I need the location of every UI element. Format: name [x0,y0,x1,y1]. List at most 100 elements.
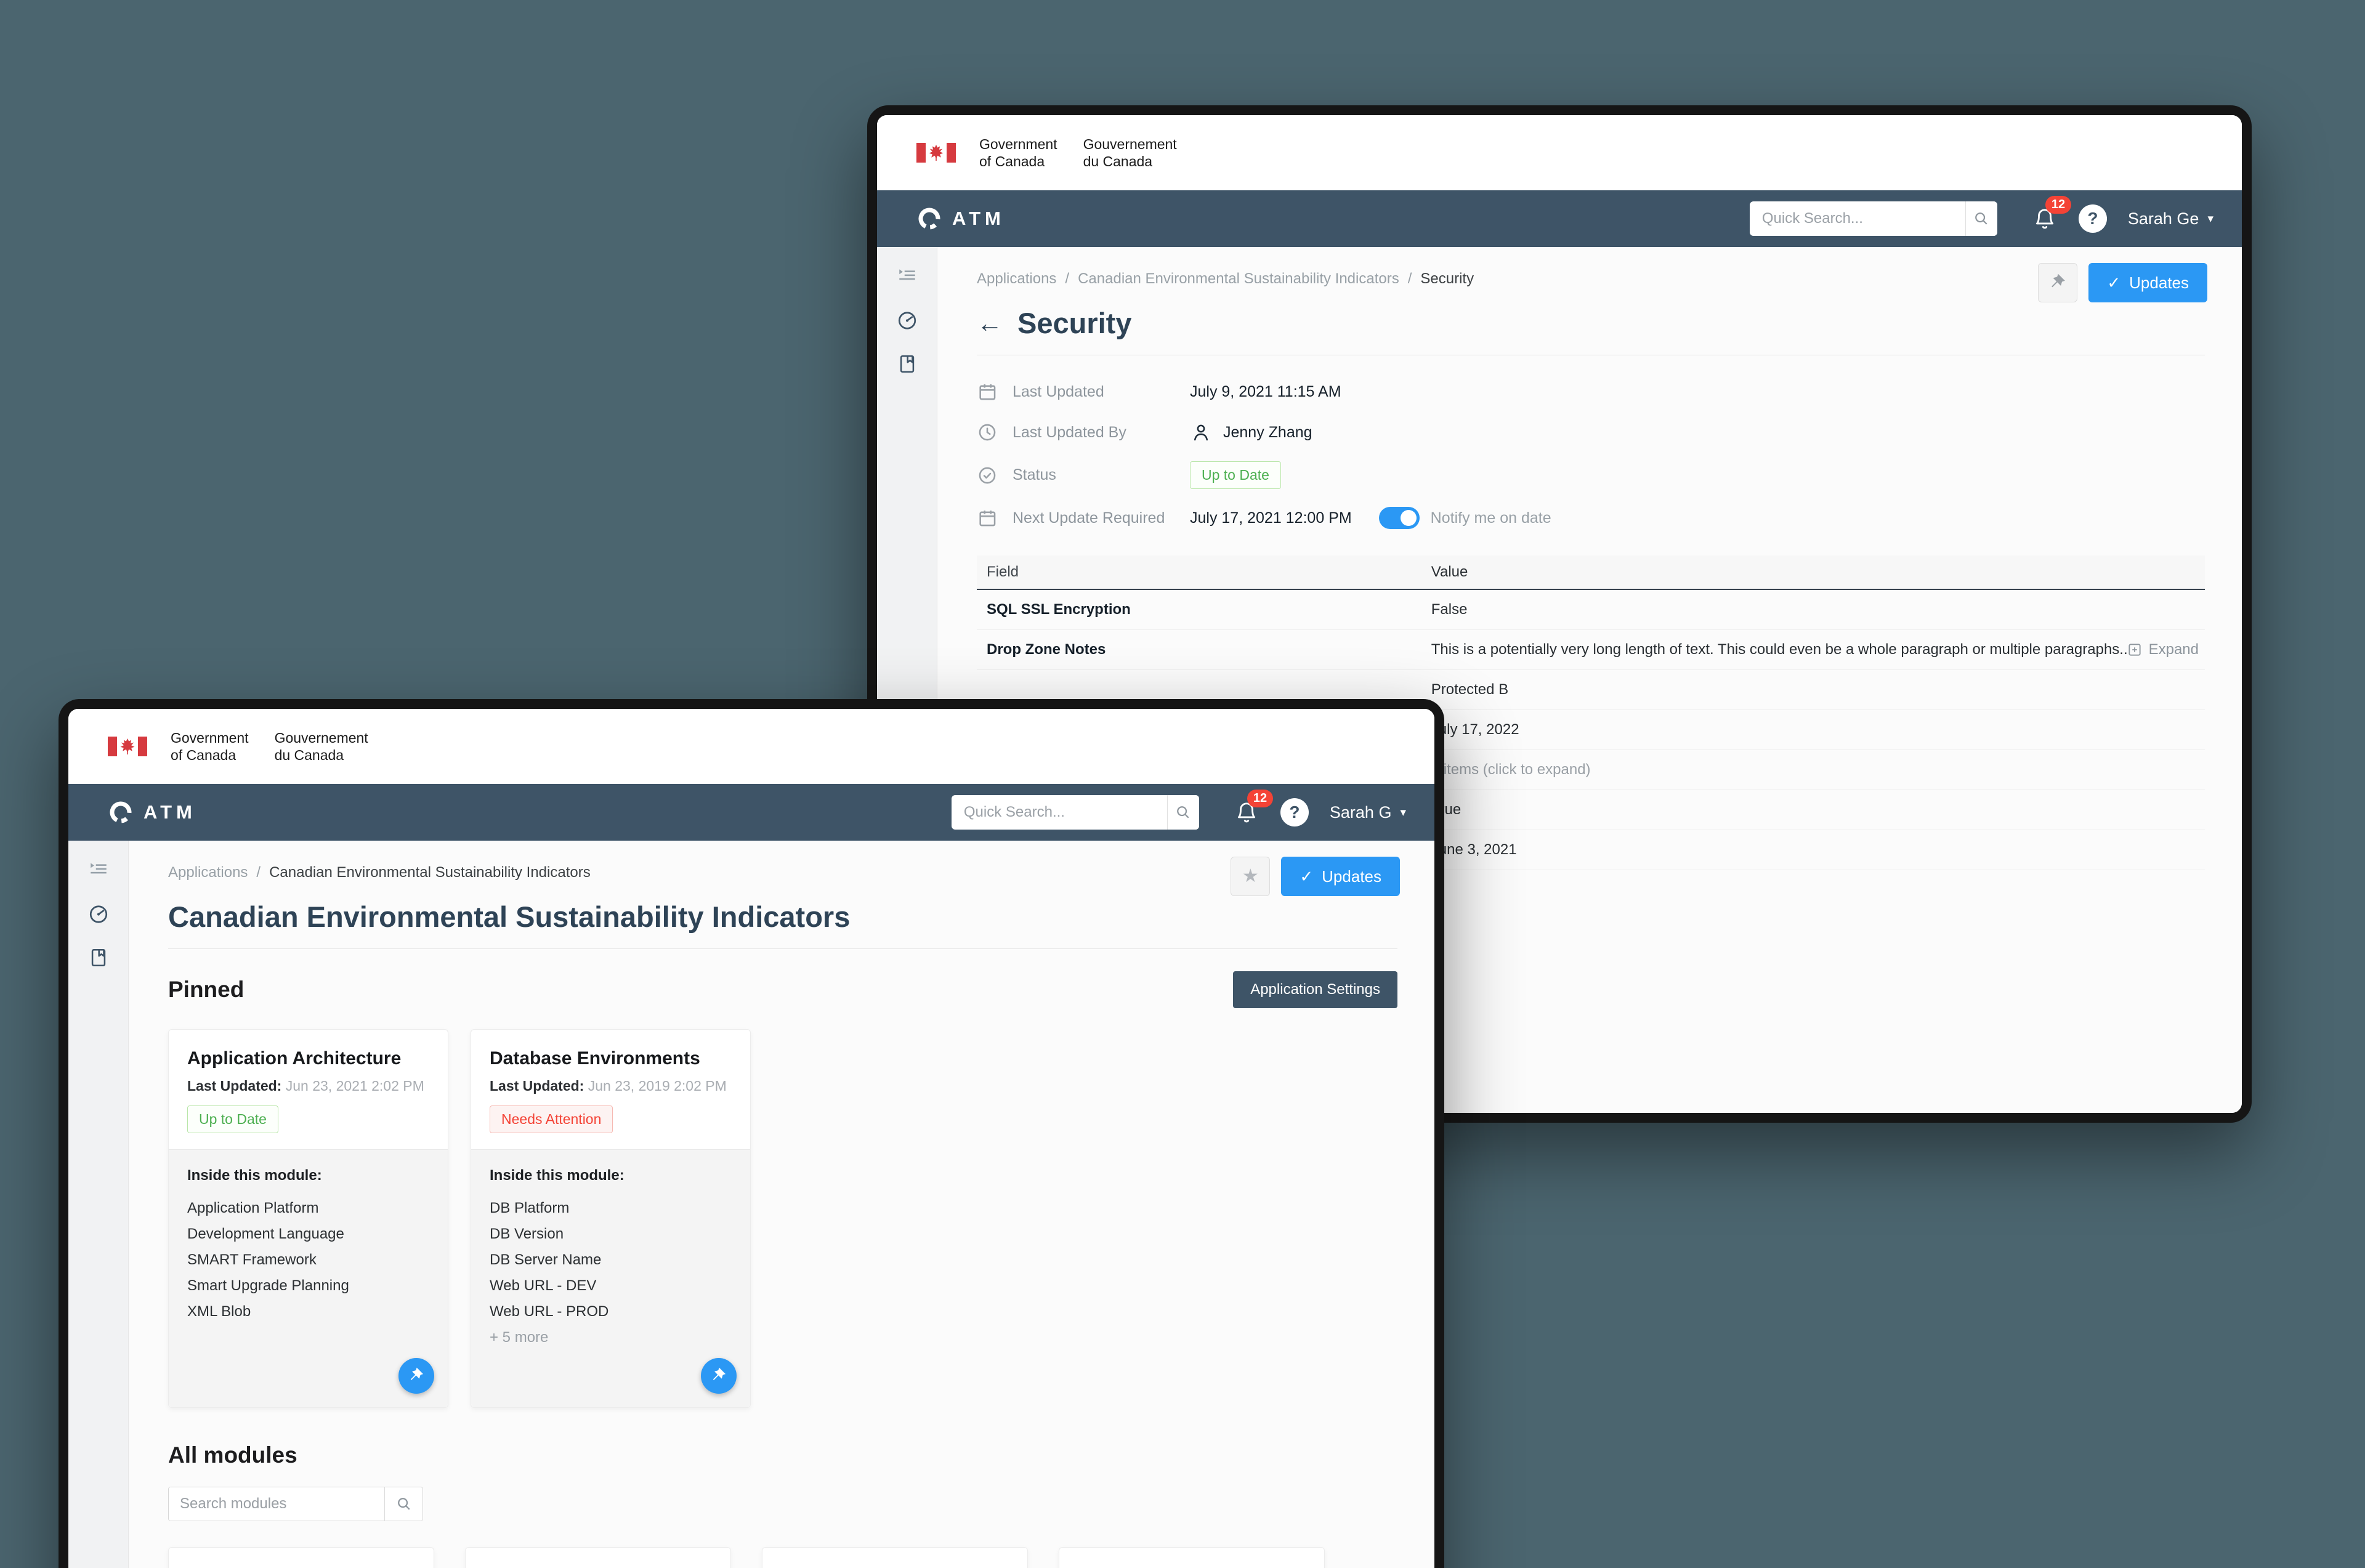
question-mark: ? [2087,209,2098,228]
gov-en-line2: of Canada [979,153,1045,169]
breadcrumb-item-cesi[interactable]: Canadian Environmental Sustainability In… [1078,270,1399,287]
sidebar-item-menu[interactable] [87,858,110,880]
book-bookmark-icon [91,948,105,967]
card-last-updated: Jun 23, 2019 2:02 PM [588,1078,727,1094]
card-title: Security [1077,1565,1307,1568]
sidebar-item-catalog[interactable] [896,353,918,375]
page-title: Canadian Environmental Sustainability In… [168,900,1397,934]
notifications-button[interactable]: 12 [1235,790,1274,824]
breadcrumb: Applications / Canadian Environmental Su… [168,864,1397,881]
sidebar-item-catalog[interactable] [87,947,110,969]
page-title-text: Security [1017,307,1132,339]
status-badge: Up to Date [187,1105,278,1133]
module-card-database-environments[interactable]: Database Environments Last Updated: Jun … [471,1029,751,1408]
front-window-cesi: Government of Canada Gouvernement du Canad… [59,699,1444,1568]
meta-label: Last Updated [1013,382,1104,400]
pin-page-button[interactable] [2038,263,2078,302]
quick-search-input[interactable] [951,795,1167,830]
sidebar-item-menu[interactable] [896,264,918,286]
inside-module-label: Inside this module: [187,1167,322,1184]
toggle-knob [1400,510,1417,526]
unpin-button[interactable] [398,1358,434,1394]
canada-flag-icon [916,143,956,163]
person-icon [1194,424,1208,441]
notifications-button[interactable]: 12 [2033,196,2072,230]
meta-value: July 9, 2021 11:15 AM [1190,382,1341,400]
quick-search-input[interactable] [1749,201,1965,236]
meta-label: Status [1013,466,1056,483]
meta-label: Last Updated By [1013,423,1126,441]
pushpin-icon [410,1367,424,1380]
card-title: Server Environments [780,1565,1010,1568]
goc-wordmark: Government of Canada Gouvernement du Canad… [979,135,1177,170]
all-module-cards: Application Identification Last Updated:… [168,1547,1397,1568]
gov-fr-line2: du Canada [1083,153,1153,169]
card-title: Application Architecture [187,1048,402,1069]
atm-brand[interactable]: ATM [108,799,196,825]
module-field: DB Server Name [490,1251,602,1268]
check-icon: ✓ [2107,273,2121,292]
brand-name: ATM [144,801,196,823]
unpin-button[interactable] [701,1358,737,1394]
search-button[interactable] [1166,795,1199,830]
breadcrumb-item-current: Canadian Environmental Sustainability In… [269,864,591,881]
more-items-label[interactable]: + 5 more [490,1329,549,1346]
user-menu[interactable]: Sarah Ge ▾ [2128,209,2213,228]
meta-value: July 17, 2021 12:00 PM [1190,509,1352,527]
updates-label: Updates [1322,867,1381,886]
notify-toggle[interactable] [1378,507,1420,529]
meta-row-last-updated-by: Last Updated By Jenny Zhang [977,421,2205,444]
card-title: Database Environments [490,1048,700,1069]
page-title-text: Canadian Environmental Sustainability In… [168,900,851,933]
sidebar-item-dashboard[interactable] [87,902,110,924]
canada-flag-icon [108,737,147,756]
page-title: ← Security [977,306,2205,340]
module-meta: Last Updated July 9, 2021 11:15 AM Last … [977,380,2205,530]
help-button[interactable]: ? [2078,204,2107,233]
atm-brand[interactable]: ATM [916,206,1005,232]
user-name: Sarah Ge [2127,209,2199,228]
module-card-security[interactable]: Security Last Updated: Mar 23, 2021 2:02… [1059,1547,1325,1568]
title-divider [168,948,1397,949]
search-button[interactable] [1965,201,1997,236]
application-settings-button[interactable]: Application Settings [1233,971,1397,1008]
all-modules-heading: All modules [168,1442,297,1468]
back-arrow-button[interactable]: ← [977,308,1003,337]
expand-plus-icon [2128,644,2141,656]
brand-name: ATM [952,208,1005,229]
gov-fr-line1: Gouvernement [1083,135,1177,152]
favourite-button[interactable]: ★ [1231,857,1271,896]
meta-row-next-update: Next Update Required July 17, 2021 12:00… [977,506,2205,530]
inside-module-label: Inside this module: [490,1167,625,1184]
user-name: Sarah G [1329,802,1392,822]
modules-search-button[interactable] [384,1487,422,1521]
updates-button[interactable]: ✓ Updates [1281,857,1400,896]
column-header-field: Field [987,564,1019,580]
module-field: Smart Upgrade Planning [187,1277,349,1294]
breadcrumb-item-applications[interactable]: Applications [977,270,1057,287]
pinned-cards: Application Architecture Last Updated: J… [168,1029,1397,1408]
breadcrumb-separator: / [256,864,261,881]
breadcrumb-item-applications[interactable]: Applications [168,864,248,881]
updates-button[interactable]: ✓ Updates [2088,263,2207,302]
module-card-application-architecture[interactable]: Application Architecture Last Updated: J… [168,1029,448,1408]
breadcrumb: Applications / Canadian Environmental Su… [977,270,2205,288]
table-row: Drop Zone Notes This is a potentially ve… [977,630,2205,670]
module-card-server-environments[interactable]: Server Environments Last Updated: July 1… [762,1547,1028,1568]
user-menu[interactable]: Sarah G ▾ [1330,803,1406,822]
help-button[interactable]: ? [1280,798,1309,826]
meta-row-last-updated: Last Updated July 9, 2021 11:15 AM [977,380,2205,403]
module-card-application-architecture[interactable]: Application Architecture Last Updated: J… [465,1547,731,1568]
goc-header: Government of Canada Gouvernement du Canad… [68,709,1434,784]
speedometer-icon [898,312,916,329]
modules-search-input[interactable] [169,1487,384,1521]
sidebar-item-dashboard[interactable] [896,309,918,331]
expand-button[interactable]: Expand [2127,641,2199,658]
star-icon: ★ [1242,866,1259,886]
book-bookmark-icon [900,355,914,373]
meta-value: Jenny Zhang [1223,423,1312,441]
module-field: XML Blob [187,1303,251,1320]
status-badge: Needs Attention [490,1105,613,1133]
module-card-application-identification[interactable]: Application Identification Last Updated:… [168,1547,434,1568]
